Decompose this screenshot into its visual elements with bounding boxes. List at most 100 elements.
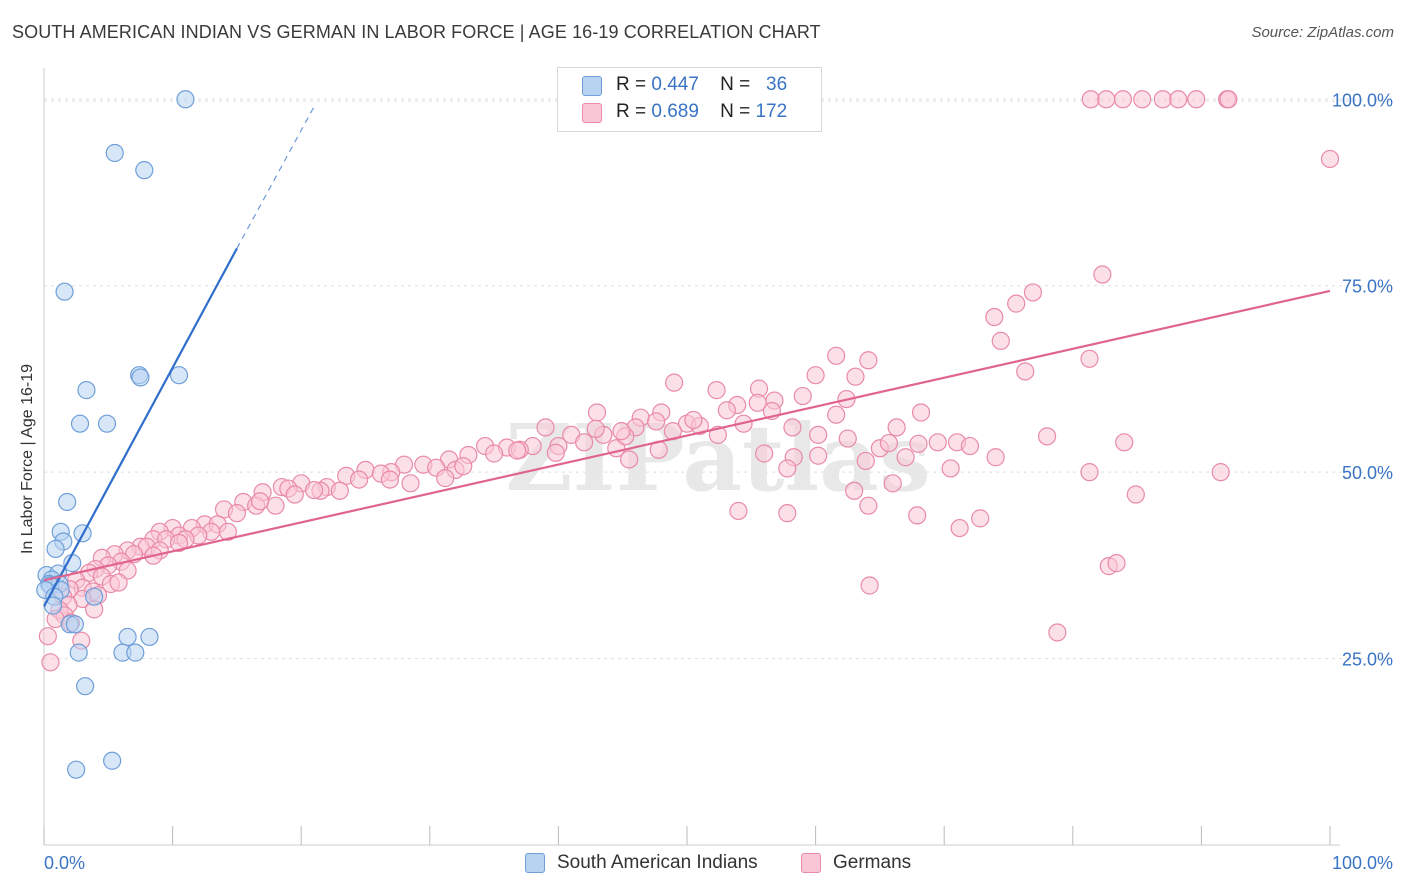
south-american-indians-point xyxy=(76,677,95,696)
south-american-indians-point xyxy=(105,143,124,163)
y-tick-label: 50.0% xyxy=(1342,463,1393,483)
germans-point xyxy=(1048,623,1067,642)
south-american-indians-point xyxy=(67,760,86,779)
germans-point xyxy=(612,422,631,441)
chart-title: SOUTH AMERICAN INDIAN VS GERMAN IN LABOR… xyxy=(12,22,821,42)
germans-point xyxy=(349,470,369,489)
germans-point xyxy=(887,418,906,437)
germans-point xyxy=(941,459,960,478)
germans-point xyxy=(1153,90,1172,109)
germans-point xyxy=(436,469,455,488)
germans-point xyxy=(859,351,878,370)
germans-point xyxy=(985,307,1004,327)
germans-point xyxy=(1093,265,1112,284)
germans-point xyxy=(586,419,605,438)
germans-point xyxy=(169,533,189,553)
n-label: N = xyxy=(720,101,751,122)
legend-label: Germans xyxy=(833,852,912,873)
germans-point xyxy=(896,448,915,467)
south-american-indians-point xyxy=(65,615,84,634)
germans-point xyxy=(755,444,774,463)
south-american-indians-points xyxy=(36,90,195,779)
germans-point xyxy=(1169,90,1188,109)
germans-point xyxy=(1113,90,1133,109)
x-tick-label: 0.0% xyxy=(44,853,85,873)
germans-point xyxy=(454,457,473,476)
r-label: R = xyxy=(616,101,647,122)
germans-point xyxy=(879,433,899,453)
germans-point xyxy=(838,429,857,448)
germans-point xyxy=(911,403,931,422)
germans-point xyxy=(1133,90,1152,109)
germans-point xyxy=(717,401,736,420)
germans-point xyxy=(908,506,927,525)
south-american-indians-point xyxy=(131,368,150,387)
pink-swatch-icon xyxy=(582,103,602,123)
germans-point xyxy=(986,448,1005,467)
germans-point xyxy=(218,522,237,541)
r-value: 0.447 xyxy=(651,74,699,95)
germans-point xyxy=(109,573,128,592)
south-american-indians-point xyxy=(126,643,145,662)
south-american-indians-point xyxy=(70,414,90,433)
y-axis-label: In Labor Force | Age 16-19 xyxy=(19,363,36,555)
south-american-indians-point xyxy=(55,282,74,301)
germans-point xyxy=(991,331,1010,350)
south-american-indians-point xyxy=(103,751,122,770)
germans-point xyxy=(960,436,980,456)
south-american-indians-point xyxy=(46,539,65,559)
germans-point xyxy=(809,446,828,465)
germans-point xyxy=(1080,463,1099,482)
stats-legend: R = 0.447 N = 36 R = 0.689 N = 172 xyxy=(557,67,822,132)
germans-point xyxy=(928,433,947,452)
pink-swatch-icon xyxy=(801,853,821,873)
germans-point xyxy=(1320,149,1340,169)
germans-point xyxy=(883,474,902,493)
germans-point xyxy=(1080,349,1099,368)
germans-point xyxy=(536,418,555,437)
germans-point xyxy=(806,366,825,385)
south-american-indians-point xyxy=(77,381,96,400)
r-label: R = xyxy=(616,74,647,95)
n-value: 172 xyxy=(755,101,788,122)
germans-point xyxy=(665,373,684,392)
germans-point xyxy=(707,381,726,400)
germans-point xyxy=(508,441,527,460)
germans-point xyxy=(860,576,879,595)
blue-swatch-icon xyxy=(582,76,602,96)
trend-lines xyxy=(43,106,1331,607)
r-value: 0.689 xyxy=(651,101,699,122)
germans-point xyxy=(846,367,865,386)
germans-point xyxy=(380,470,400,489)
south-american-indians-point xyxy=(135,161,154,180)
germans-point xyxy=(971,509,990,528)
germans-point xyxy=(304,480,324,500)
x-tick-label: 100.0% xyxy=(1332,853,1393,873)
grid-lines xyxy=(44,98,1395,660)
germans-point xyxy=(827,346,846,365)
germans-point xyxy=(485,444,504,463)
south-american-indians-point xyxy=(176,90,195,109)
south-american-indians-point xyxy=(169,366,189,385)
germans-point xyxy=(1097,90,1116,109)
germans-point xyxy=(546,443,565,462)
source-label: Source: ZipAtlas.com xyxy=(1251,24,1394,41)
germans-point xyxy=(330,481,349,500)
south-american-indians-point xyxy=(69,643,88,662)
germans-point xyxy=(1007,294,1026,313)
south-american-indians-point xyxy=(118,627,137,647)
germans-point xyxy=(859,496,878,515)
germans-point xyxy=(41,653,60,672)
blue-trend-line xyxy=(43,247,238,607)
legend-text-pink: R = 0.689 N = 172 xyxy=(616,101,787,123)
n-value: 36 xyxy=(766,74,788,95)
germans-point xyxy=(809,425,828,444)
south-american-indians-point xyxy=(85,587,104,606)
germans-point xyxy=(1126,485,1145,504)
germans-point xyxy=(1081,90,1100,109)
germans-point xyxy=(1187,90,1206,109)
germans-point xyxy=(620,450,639,469)
germans-point xyxy=(729,501,748,521)
y-tick-label: 25.0% xyxy=(1342,650,1393,670)
